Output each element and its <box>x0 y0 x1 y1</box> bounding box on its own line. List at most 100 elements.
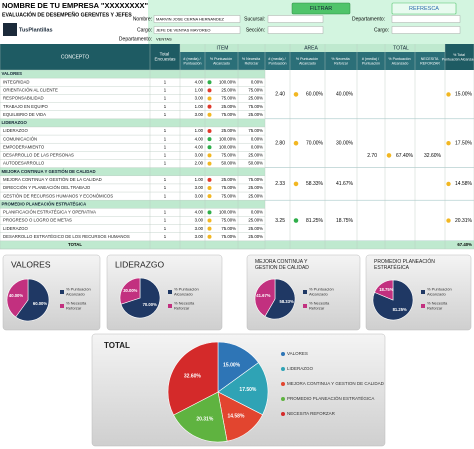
group-name: VALORES <box>2 71 23 76</box>
concept: EQUILIBRIO DE VIDA <box>3 112 46 117</box>
charts: VALORES 60.00% 40.00% % Puntuación Alcanzad… <box>2 254 472 447</box>
chart-title: PROMEDIO PLANEACIÓN ESTRATÉGICA <box>374 258 436 271</box>
header-text: TOTAL <box>393 45 409 51</box>
status-dot <box>207 210 212 215</box>
refresh-button[interactable] <box>391 2 457 15</box>
pie-slice <box>6 278 29 318</box>
slice-label: 20.31% <box>196 416 214 422</box>
legend-label: MEJORA CONTINUA Y GESTION DE CALIDAD <box>287 381 385 386</box>
surveys: 1 <box>164 153 167 158</box>
legend-swatch <box>421 290 425 294</box>
input-box[interactable] <box>153 26 241 34</box>
concept: INTEGRIDAD <box>3 79 30 84</box>
pie-slice <box>15 278 50 322</box>
concept: PROGRESO O LOGRO DE METAS <box>3 218 72 223</box>
form-label: Departamento: <box>352 16 385 22</box>
header-text: # (media) / Puntuación <box>268 57 286 66</box>
refresh-button-label: REFRESCA <box>409 6 439 12</box>
status-dot <box>386 153 392 158</box>
pct: 75.00% <box>221 185 236 190</box>
area-pct: 70.00% <box>306 141 324 147</box>
legend-label: % Necesita Reforzar <box>66 301 87 311</box>
pct: 75.00% <box>221 234 236 239</box>
concept: LIDERAZGO <box>3 128 28 133</box>
slice-label: 32.60% <box>184 374 202 380</box>
group-name: LIDERAZGO <box>2 120 28 125</box>
surveys: 1 <box>164 112 167 117</box>
pct: 75.00% <box>221 193 236 198</box>
legend-label: % Necesita Reforzar <box>309 301 330 311</box>
logo-icon <box>3 23 17 36</box>
legend-label: % Puntuación Alcanzado <box>174 287 200 297</box>
legend-label: LIDERAZGO <box>287 366 314 371</box>
header-cell <box>180 52 445 70</box>
concept: MEJORA CONTINUA Y GESTIÓN DE LA CALIDAD <box>3 177 102 182</box>
subtitle: EVALUACIÓN DE DESEMPEÑO GERENTES Y JEFES <box>2 10 132 18</box>
score: 1.00 <box>195 87 204 92</box>
surveys: 1 <box>164 87 167 92</box>
pct: 25.00% <box>221 87 236 92</box>
area-reinforce: 40.00% <box>336 92 354 98</box>
surveys: 1 <box>164 79 167 84</box>
filter-button-label: FILTRAR <box>310 6 333 12</box>
reinforce: 25.00% <box>248 185 263 190</box>
legend-bullet <box>281 367 285 371</box>
chart-title: MEJORA CONTINUA Y GESTION DE CALIDAD <box>255 259 309 271</box>
pct: 75.00% <box>221 226 236 231</box>
status-dot <box>293 218 299 223</box>
legend-label: PROMEDIO PLANEACIÓN ESTRATÉGICA <box>287 395 374 401</box>
header-text: % Puntuación Alcanzado <box>296 57 319 66</box>
overall-pct: 67.40% <box>396 153 414 159</box>
concept: PLANIFICACIÓN ESTRATÉGICA Y OPERATIVA <box>3 210 96 215</box>
input-box[interactable] <box>153 15 241 23</box>
reinforce: 25.00% <box>248 218 263 223</box>
input-box[interactable] <box>267 15 324 23</box>
header-cell <box>0 44 180 70</box>
pct: 100.00% <box>219 144 236 149</box>
header-text: Total Encuestas <box>154 52 176 62</box>
status-dot <box>207 112 212 117</box>
form-label: Cargo: <box>374 27 389 33</box>
area-reinforce: 18.75% <box>336 218 354 224</box>
status-dot <box>293 181 299 187</box>
pie-slice <box>374 279 394 301</box>
area-pct: 60.00% <box>306 92 324 98</box>
reinforce: 75.00% <box>248 104 263 109</box>
logo-text: TusPlantillas <box>19 27 53 33</box>
surveys: 1 <box>164 226 167 231</box>
group-total-pct: 17.50% <box>455 141 473 147</box>
header-text: % Necesita Reforzar <box>331 57 350 66</box>
header-text: CONCEPTO <box>61 54 89 60</box>
legend-swatch <box>303 304 307 308</box>
surveys: 1 <box>164 177 167 182</box>
score: 3.00 <box>195 153 204 158</box>
concept: COMUNICACIÓN <box>3 136 37 141</box>
status-dot <box>207 226 212 231</box>
legend-label: VALORES <box>287 351 308 356</box>
filter-button[interactable] <box>291 2 351 15</box>
pie-slice <box>254 278 276 317</box>
group-name: PROMEDIO PLANEACIÓN ESTRATÉGICA <box>2 201 87 206</box>
status-dot <box>207 185 212 190</box>
reinforce: 75.00% <box>248 128 263 133</box>
pct: 50.00% <box>221 161 236 166</box>
input-box[interactable] <box>391 15 461 23</box>
status-dot <box>293 92 299 97</box>
group-row <box>0 118 265 127</box>
status-dot <box>207 137 212 142</box>
legend-bullet <box>281 397 285 401</box>
form-label: Cargo: <box>137 27 152 33</box>
slice-label: 41.67% <box>256 293 270 298</box>
status-dot <box>446 141 451 146</box>
form-label: Sección: <box>246 27 265 33</box>
header-cell <box>180 44 445 52</box>
slice-label: 30.00% <box>123 288 137 293</box>
status-dot <box>207 161 212 166</box>
surveys: 1 <box>164 161 167 166</box>
input-box[interactable] <box>267 26 324 34</box>
status-dot <box>207 129 212 134</box>
input-box[interactable] <box>391 26 461 34</box>
area-reinforce: 30.00% <box>336 141 354 147</box>
chart-title: TOTAL <box>104 341 130 350</box>
